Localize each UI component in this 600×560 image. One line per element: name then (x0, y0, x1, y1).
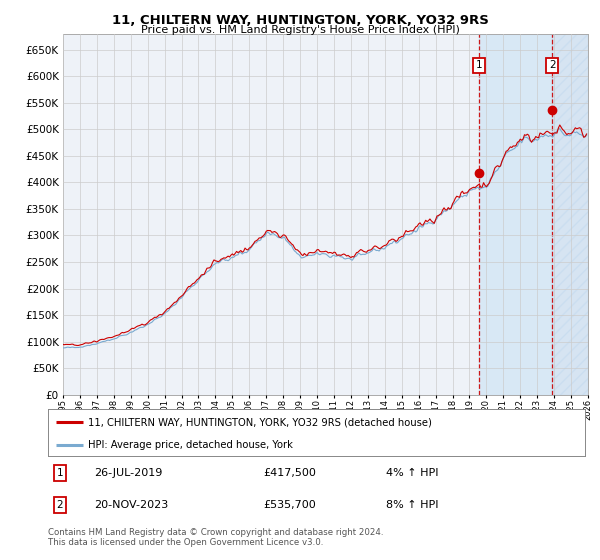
Text: 11, CHILTERN WAY, HUNTINGTON, YORK, YO32 9RS (detached house): 11, CHILTERN WAY, HUNTINGTON, YORK, YO32… (88, 417, 432, 427)
Bar (479, 34, 552, 395)
Text: 26-JUL-2019: 26-JUL-2019 (94, 468, 162, 478)
Text: 8% ↑ HPI: 8% ↑ HPI (386, 501, 439, 510)
Text: £535,700: £535,700 (263, 501, 316, 510)
Text: £417,500: £417,500 (263, 468, 316, 478)
Bar (552, 34, 588, 395)
Text: Price paid vs. HM Land Registry's House Price Index (HPI): Price paid vs. HM Land Registry's House … (140, 25, 460, 35)
Text: 20-NOV-2023: 20-NOV-2023 (94, 501, 168, 510)
Text: Contains HM Land Registry data © Crown copyright and database right 2024.
This d: Contains HM Land Registry data © Crown c… (48, 528, 383, 547)
Text: 2: 2 (56, 501, 63, 510)
Text: 4% ↑ HPI: 4% ↑ HPI (386, 468, 439, 478)
Text: 2: 2 (549, 60, 556, 71)
Text: 1: 1 (56, 468, 63, 478)
Text: 11, CHILTERN WAY, HUNTINGTON, YORK, YO32 9RS: 11, CHILTERN WAY, HUNTINGTON, YORK, YO32… (112, 14, 488, 27)
Text: 1: 1 (476, 60, 482, 71)
Text: HPI: Average price, detached house, York: HPI: Average price, detached house, York (88, 440, 293, 450)
